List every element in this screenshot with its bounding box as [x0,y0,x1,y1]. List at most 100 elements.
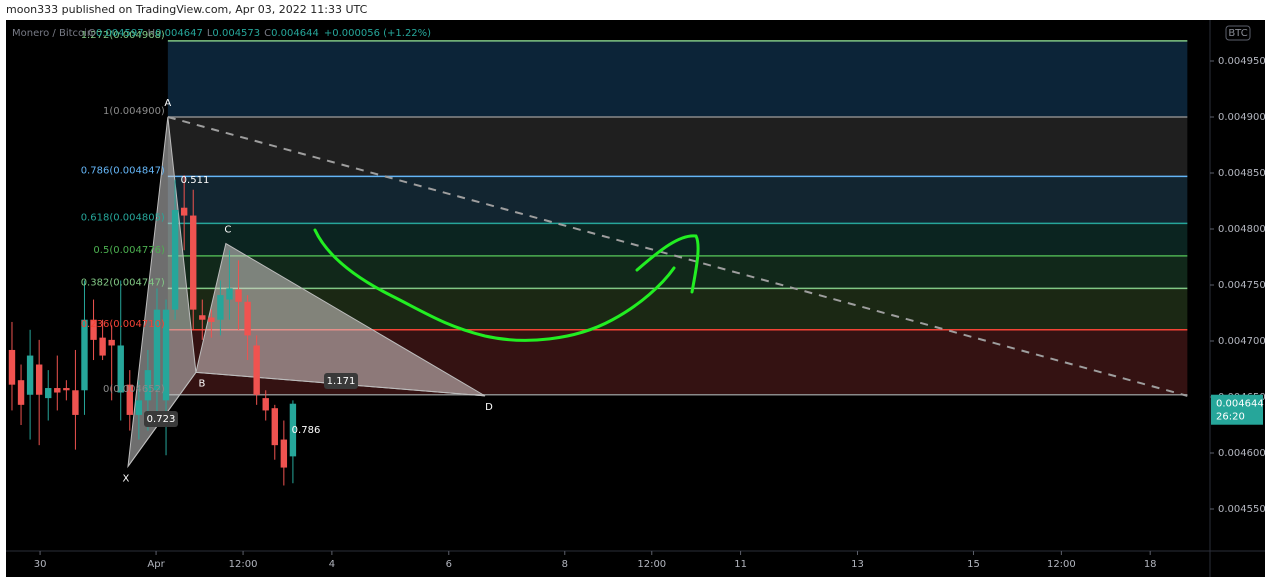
y-tick-label: 0.004950 [1218,56,1266,67]
symbol-legend: Monero / Bitcoin O0.004597 H0.004647 L0.00… [12,28,431,39]
currency: BTC [1228,28,1247,39]
candle-body [199,315,206,320]
ohlc-letter: O [88,28,96,39]
pattern-point-label: C [224,225,231,236]
y-tick-label: 0.004700 [1218,336,1266,347]
y-tick-label: 0.004550 [1218,504,1266,515]
change: +0.000056 (+1.22%) [324,28,431,39]
fib-label: 1(0.004900) [103,106,165,117]
pattern-point-label: D [485,402,493,413]
candle-body [171,209,179,310]
candle-body [244,301,251,336]
candles [8,175,297,486]
fib-band [167,176,1188,224]
y-tick-label: 0.004750 [1218,280,1266,291]
fib-label: 0.5(0.004776) [93,245,165,256]
last-price-box [1211,394,1263,425]
last-price: 0.004644 [1216,399,1264,410]
candle-body [54,388,61,393]
overlay-labels: 1.272(0.004968) 1(0.004900) 0.786(0.004847… [81,30,493,485]
ohlc-values: O0.004597 H0.004647 L0.004573 C0.004644 +0.0… [88,28,431,39]
ohlc-letter: C [264,28,271,39]
y-tick-label: 0.004600 [1218,448,1266,459]
candle-body [35,364,43,395]
ratio-box [144,411,178,427]
hand-drawn-arrow [635,234,700,294]
fib-band [167,255,1188,289]
fib-band [167,116,1188,177]
trend-line [167,116,1188,397]
axes: 0.0045500.0046000.0046500.0047000.004750… [34,56,1266,570]
candle-body [180,207,188,216]
x-tick-label: 4 [329,559,335,570]
countdown: 26:20 [1216,412,1245,423]
candle-body [99,337,106,356]
hand-drawn-curve [313,228,676,342]
candle-body [117,345,124,393]
ratio-label: 0.511 [181,175,210,186]
currency-box [1225,25,1251,41]
candle-body [81,319,88,391]
ratio-box [324,373,358,389]
candle-body [162,309,170,401]
ohlc-letter: H [148,28,156,39]
candle-body [235,289,242,302]
ohlc-letter: L [207,28,213,39]
ohlc-value: 0.004597 [96,28,144,39]
ohlc-value: 0.004647 [155,28,203,39]
candle-body [226,288,233,300]
x-tick-label: 11 [734,559,747,570]
x-tick-label: 12:00 [1047,559,1076,570]
candle-body [153,309,161,391]
x-tick-label: 18 [1144,559,1157,570]
fib-label: 0.786(0.004847) [81,165,165,176]
candle-body [289,403,297,457]
chart-title: moon333 published on TradingView.com, Ap… [6,3,368,16]
x-tick-label: 12:00 [637,559,666,570]
fib-label: 0.618(0.004805) [81,212,165,223]
candle-body [262,398,269,411]
candle-body [217,295,224,320]
candle-body [8,349,16,385]
fib-label: 0.382(0.004747) [81,277,165,288]
fib-label: 0.236(0.004710) [81,319,165,330]
candle-body [126,384,133,415]
symbol-name: Monero / Bitcoin [12,28,93,39]
candle-body [190,215,197,310]
ratio-label: 1.171 [327,376,356,387]
candle-body [271,408,278,446]
candle-body [208,317,215,322]
candle-body [280,439,288,468]
pattern-point-label: X [123,473,130,484]
pattern-point-label: A [164,98,171,109]
candle-body [17,380,25,405]
y-tick-label: 0.004900 [1218,112,1266,123]
ohlc-value: 0.004573 [212,28,260,39]
x-tick-label: 30 [34,559,47,570]
fib-band [167,40,1188,117]
candle-body [90,319,97,340]
candle-body [63,388,70,391]
x-tick-label: 12:00 [229,559,258,570]
fib-label: 0(0.004652) [103,384,165,395]
candle-body [108,339,115,346]
x-tick-label: 15 [967,559,980,570]
x-tick-label: 13 [851,559,864,570]
ratio-label: 0.786 [292,425,321,436]
x-tick-label: 6 [446,559,452,570]
candle-body [72,390,79,415]
y-tick-label: 0.004850 [1218,168,1266,179]
candle-body [144,370,152,401]
candle-body [253,345,260,395]
ohlc-value: 0.004644 [271,28,319,39]
x-tick-label: 8 [562,559,568,570]
fib-label: 1.272(0.004968) [81,30,165,41]
x-tick-label: Apr [147,559,165,570]
y-tick-label: 0.004800 [1218,224,1266,235]
candle-body [45,388,52,399]
ratio-label: 0.723 [147,414,176,425]
candle-body [135,400,143,415]
pattern-point-label: B [199,378,206,389]
